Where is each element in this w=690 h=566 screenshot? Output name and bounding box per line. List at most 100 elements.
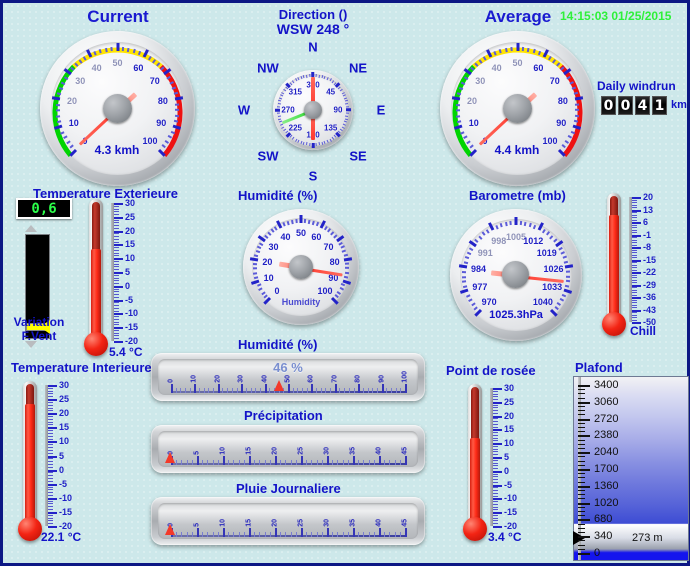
bar-minor-tick: [191, 532, 193, 537]
bar-minor-tick: [292, 388, 294, 393]
variation-up-arrow[interactable]: [25, 225, 37, 232]
thermometer-major-tick: [114, 327, 123, 330]
bar-major-tick: [222, 456, 225, 465]
thermometer-minor-tick: [48, 432, 53, 434]
thermometer-minor-tick: [632, 229, 637, 231]
thermometer-minor-tick: [48, 404, 53, 406]
thermometer-minor-tick: [114, 310, 119, 312]
bar-major-tick: [288, 384, 290, 393]
bar-major-tick: [358, 384, 361, 393]
bar-tick-label: 25: [297, 447, 305, 455]
dewpoint-value: 3.4 °C: [488, 530, 522, 544]
thermometer-minor-tick: [632, 199, 637, 201]
bar-minor-tick: [269, 460, 271, 465]
plafond-minor-tick: [578, 389, 585, 391]
bar-tick-label: 30: [323, 519, 331, 527]
thermometer-scale: 30 25 20 15 10 5 0 -5 -10 -15 -20: [490, 383, 528, 531]
bar-minor-tick: [342, 532, 344, 537]
bar-major-tick: [311, 384, 314, 393]
average-wind-value: 4.4 kmh: [494, 143, 540, 157]
thermometer-minor-tick: [48, 463, 53, 465]
thermometer-minor-tick: [632, 302, 637, 303]
plafond-major-tick: [578, 553, 590, 555]
thermometer-major-tick: [493, 401, 502, 404]
bar-minor-tick: [389, 532, 391, 537]
bar-minor-tick: [302, 388, 304, 393]
thermometer-minor-tick: [114, 316, 119, 318]
thermometer-tick-label: 25: [504, 396, 515, 407]
variation-down-arrow[interactable]: [25, 341, 37, 348]
dewpoint-title: Point de rosée: [446, 363, 536, 378]
thermometer-minor-tick: [493, 468, 498, 470]
bar-tick-label: 15: [245, 447, 253, 455]
bar-major-tick: [405, 528, 407, 537]
thermometer-major-tick: [493, 470, 502, 473]
gauge-minor-tick: [463, 260, 468, 264]
gauge-tick-label: 1040: [532, 296, 553, 307]
thermometer-minor-tick: [632, 262, 637, 263]
plafond-value: 273 m: [632, 532, 663, 544]
variation-slider-track[interactable]: [25, 234, 50, 339]
dewpoint-thermometer: 30 25 20 15 10 5 0 -5 -10 -15 -20 3.4 °C: [463, 383, 528, 544]
thermometer-minor-tick: [48, 517, 53, 519]
thermometer-major-tick: [493, 388, 502, 390]
gauge-tick-label: 60: [311, 231, 322, 242]
bar-minor-tick: [394, 532, 396, 537]
humidity-bar-scale: 0 10 20 30 40 50 60 70 80 90 100: [165, 371, 411, 397]
thermometer-minor-tick: [114, 249, 119, 251]
thermometer-major-tick: [493, 498, 502, 501]
thermometer-minor-tick: [114, 255, 119, 257]
bar-minor-tick: [395, 388, 397, 393]
gauge-minor-tick: [175, 103, 180, 106]
precipitation-bar-panel: 0 5 10 15 20 25 30 35 40 45: [151, 425, 425, 473]
bar-major-tick: [353, 456, 355, 465]
thermometer-tick-label: -22: [643, 267, 657, 277]
plafond-tick-label: 0: [594, 547, 601, 559]
bar-minor-tick: [203, 388, 205, 393]
gauge-tick-label: 1005: [505, 232, 527, 242]
plafond-minor-tick: [578, 511, 585, 512]
precipitation-title: Précipitation: [244, 408, 323, 423]
thermometer-minor-tick: [493, 412, 498, 414]
thermometer-minor-tick: [632, 227, 637, 228]
thermometer-tick-label: 10: [125, 253, 136, 264]
bar-tick-label: 10: [219, 447, 227, 455]
gauge-minor-tick: [343, 275, 349, 279]
variation-display: 0,6: [16, 198, 72, 219]
thermometer-mercury: [609, 215, 619, 321]
bar-major-tick: [274, 456, 277, 465]
thermometer-major-tick: [632, 322, 641, 324]
thermometer-tick-label: 13: [643, 204, 654, 215]
gauge-tick-label: 60: [533, 62, 544, 73]
thermometer-major-tick: [632, 284, 641, 287]
humidity-bar-panel: 46 % 0 10 20 30 40 50 60 70 80 90 100: [151, 353, 425, 401]
thermometer-tick-label: 30: [125, 198, 136, 208]
gauge-tick-label: 30: [75, 76, 86, 87]
gauge-minor-tick: [253, 275, 259, 279]
bar-major-tick: [264, 384, 267, 393]
thermometer-minor-tick: [48, 506, 53, 508]
gauge-tick-label: 40: [491, 62, 502, 73]
bar-tick-label: 10: [190, 375, 198, 383]
thermometer-minor-tick: [48, 452, 53, 454]
thermometer-minor-tick: [114, 205, 119, 207]
thermometer-minor-tick: [632, 312, 637, 313]
bar-minor-tick: [389, 460, 391, 465]
thermometer-bulb: [463, 517, 487, 541]
bar-minor-tick: [213, 388, 215, 393]
compass-tick: [315, 142, 317, 146]
windrun-digit-1: 0: [618, 96, 633, 115]
bar-minor-tick: [394, 460, 396, 465]
thermometer-minor-tick: [48, 410, 53, 412]
thermometer-bulb: [18, 517, 42, 541]
thermometer-minor-tick: [632, 232, 637, 233]
bar-minor-tick: [325, 388, 327, 393]
thermometer-minor-tick: [48, 466, 53, 468]
thermometer-minor-tick: [632, 204, 637, 206]
plafond-scale-bar: [578, 377, 581, 560]
thermometer-tick-label: 20: [59, 408, 70, 419]
thermometer-minor-tick: [632, 252, 637, 253]
thermometer-minor-tick: [493, 481, 498, 483]
bar-tick-label: 5: [193, 451, 201, 455]
